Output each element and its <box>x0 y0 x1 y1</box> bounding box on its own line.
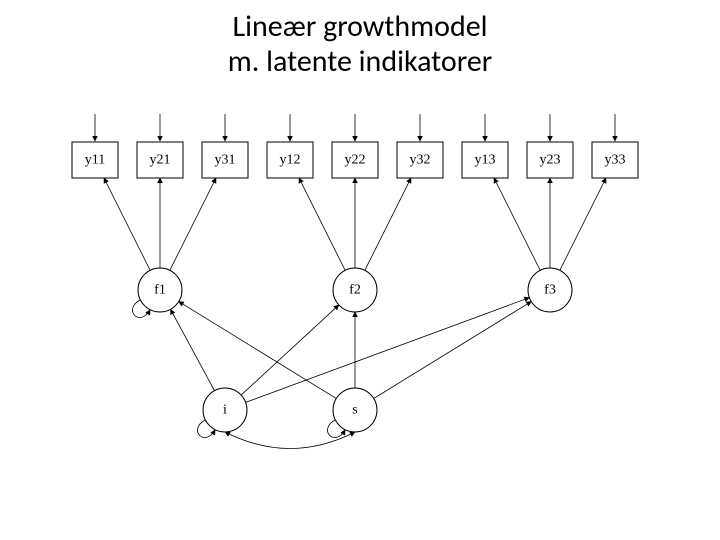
node-label-f1: f1 <box>154 283 166 298</box>
edge <box>170 309 214 390</box>
node-label-y11: y11 <box>85 153 105 168</box>
covariance-edge <box>225 432 355 449</box>
edge <box>104 178 150 270</box>
page-title: Lineær growthmodel m. latente indikatore… <box>0 0 720 79</box>
edge <box>299 178 345 270</box>
edge <box>241 305 339 395</box>
node-label-y22: y22 <box>345 153 366 168</box>
node-label-s: s <box>352 403 357 418</box>
edge <box>494 178 540 270</box>
growth-model-diagram: y11 y21 y31 y12 y22 y32 y13 y23 y33 f1 f2 f3 i s <box>65 100 665 500</box>
edge <box>179 302 337 399</box>
edge <box>170 178 216 270</box>
node-label-y21: y21 <box>150 153 171 168</box>
node-label-y32: y32 <box>410 153 431 168</box>
node-label-i: i <box>223 403 227 418</box>
title-line-2: m. latente indikatorer <box>228 43 492 80</box>
node-label-y13: y13 <box>475 153 496 168</box>
edge <box>560 178 606 270</box>
node-label-f3: f3 <box>544 283 556 298</box>
title-line-1: Lineær growthmodel <box>232 8 487 45</box>
edge <box>374 302 532 399</box>
node-label-y12: y12 <box>280 153 301 168</box>
node-label-y33: y33 <box>605 153 626 168</box>
edge <box>365 178 411 270</box>
edge <box>246 298 530 403</box>
node-label-y23: y23 <box>540 153 561 168</box>
node-label-f2: f2 <box>349 283 361 298</box>
node-label-y31: y31 <box>215 153 236 168</box>
